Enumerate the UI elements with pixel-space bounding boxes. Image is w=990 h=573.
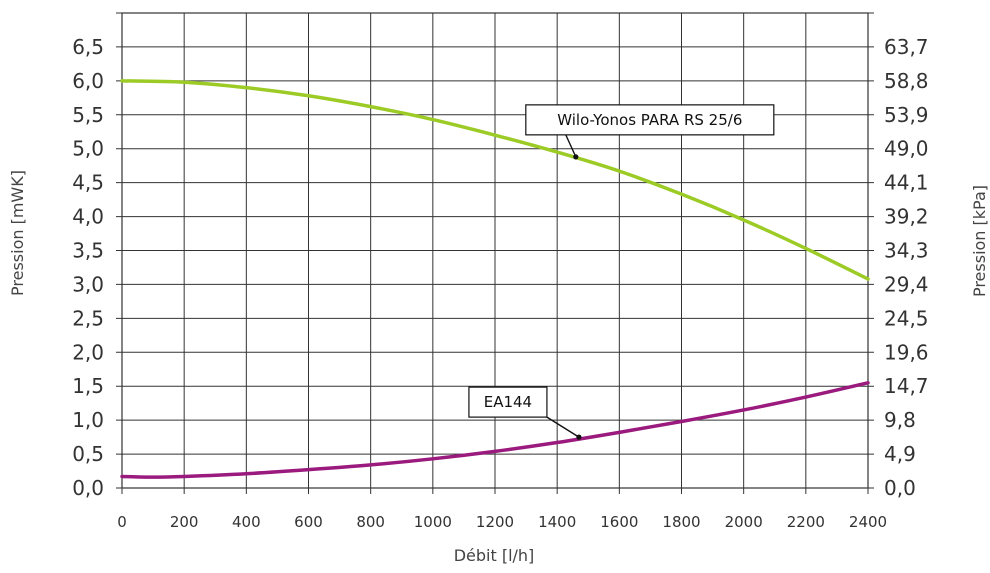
right-tick-label: 53,9 bbox=[884, 103, 929, 127]
callouts: Wilo-Yonos PARA RS 25/6 EA144 bbox=[468, 104, 775, 440]
left-tick-label: 6,0 bbox=[72, 69, 104, 93]
x-tick-label: 0 bbox=[117, 513, 127, 531]
right-tick-label: 49,0 bbox=[884, 137, 929, 161]
right-tick-label: 0,0 bbox=[884, 476, 916, 500]
left-tick-label: 4,0 bbox=[72, 205, 104, 229]
right-tick-label: 58,8 bbox=[884, 69, 929, 93]
left-tick-label: 4,5 bbox=[72, 171, 104, 195]
x-tick-label: 600 bbox=[294, 513, 323, 531]
right-tick-label: 63,7 bbox=[884, 35, 929, 59]
right-tick-label: 39,2 bbox=[884, 205, 929, 229]
x-tick-label: 800 bbox=[356, 513, 385, 531]
series-line-ea144 bbox=[120, 381, 870, 479]
callout-box bbox=[468, 386, 548, 418]
callout-dot bbox=[573, 154, 579, 160]
right-tick-label: 29,4 bbox=[884, 272, 929, 296]
series-label: EA144 bbox=[484, 393, 532, 411]
x-tick-label: 1400 bbox=[538, 513, 576, 531]
left-tick-label: 0,5 bbox=[72, 442, 104, 466]
right-axis-title: Pression [kPa] bbox=[970, 185, 989, 297]
x-tick-label: 1200 bbox=[476, 513, 514, 531]
plot-frame bbox=[121, 12, 869, 489]
series-label: Wilo-Yonos PARA RS 25/6 bbox=[557, 111, 742, 129]
series-layer bbox=[120, 79, 870, 479]
left-tick-labels: 0,0 0,5 1,0 1,5 2,0 2,5 3,0 3,5 4,0 4,5 5,0 5,5 6,0 6… bbox=[72, 35, 104, 500]
callout-leader bbox=[546, 416, 580, 438]
right-tick-label: 34,3 bbox=[884, 239, 929, 263]
left-tick-label: 5,0 bbox=[72, 137, 104, 161]
right-tick-label: 9,8 bbox=[884, 408, 916, 432]
right-tick-label: 4,9 bbox=[884, 442, 916, 466]
left-tick-label: 3,0 bbox=[72, 272, 104, 296]
x-tick-label: 400 bbox=[232, 513, 261, 531]
left-axis-title: Pression [mWK] bbox=[8, 170, 27, 296]
x-tick-label: 1000 bbox=[414, 513, 452, 531]
right-tick-labels: 0,0 4,9 9,8 14,7 19,6 24,5 29,4 34,3 39,2 44,1 49,… bbox=[884, 35, 929, 500]
left-tick-label: 6,5 bbox=[72, 35, 104, 59]
right-tick-label: 19,6 bbox=[884, 340, 929, 364]
right-tick-label: 44,1 bbox=[884, 171, 929, 195]
right-tick-label: 14,7 bbox=[884, 374, 929, 398]
x-tick-label: 1800 bbox=[662, 513, 700, 531]
x-tick-label: 2000 bbox=[725, 513, 763, 531]
x-tick-label: 1600 bbox=[600, 513, 638, 531]
series-line-wilo-yonos bbox=[120, 79, 870, 281]
left-tick-label: 1,5 bbox=[72, 374, 104, 398]
x-tick-label: 2200 bbox=[787, 513, 825, 531]
left-tick-label: 3,5 bbox=[72, 239, 104, 263]
right-tick-label: 24,5 bbox=[884, 306, 929, 330]
left-tick-label: 1,0 bbox=[72, 408, 104, 432]
left-tick-label: 2,5 bbox=[72, 306, 104, 330]
left-tick-label: 2,0 bbox=[72, 340, 104, 364]
left-tick-label: 5,5 bbox=[72, 103, 104, 127]
callout-leader bbox=[565, 134, 577, 158]
x-tick-labels: 0 200 400 600 800 1000 1200 1400 1600 1800 2000 220… bbox=[117, 513, 887, 531]
x-tick-label: 200 bbox=[170, 513, 199, 531]
callout-box bbox=[525, 104, 775, 136]
x-tick-label: 2400 bbox=[849, 513, 887, 531]
x-axis-title: Débit [l/h] bbox=[454, 546, 535, 565]
left-tick-label: 0,0 bbox=[72, 476, 104, 500]
callout-dot bbox=[576, 434, 582, 440]
